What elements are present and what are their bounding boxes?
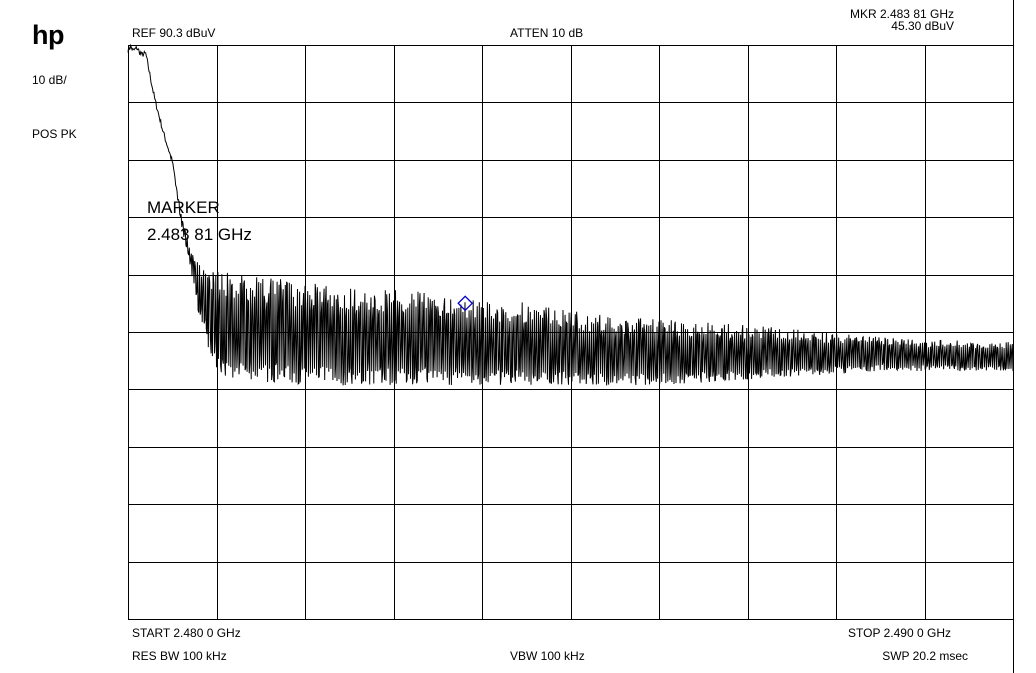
reference-level: REF 90.3 dBuV — [132, 26, 216, 40]
marker-frequency-readout: MKR 2.483 81 GHz — [849, 7, 954, 21]
hp-logo: hp — [32, 20, 65, 50]
graticule — [128, 45, 1014, 620]
marker-label: MARKER — [147, 198, 220, 217]
stop-frequency: STOP 2.490 0 GHz — [848, 626, 951, 640]
attenuation: ATTEN 10 dB — [510, 26, 584, 40]
vertical-scale: 10 dB/ — [32, 73, 67, 87]
spectrum-trace — [127, 43, 1014, 386]
resolution-bandwidth: RES BW 100 kHz — [132, 649, 227, 663]
marker-label-frequency: 2.483 81 GHz — [147, 225, 252, 244]
start-frequency: START 2.480 0 GHz — [132, 626, 241, 640]
video-bandwidth: VBW 100 kHz — [510, 649, 585, 663]
detector-mode: POS PK — [32, 127, 77, 141]
sweep-time: SWP 20.2 msec — [882, 649, 968, 663]
marker-level-readout: 45.30 dBuV — [891, 19, 954, 33]
marker-diamond-icon — [457, 295, 474, 312]
